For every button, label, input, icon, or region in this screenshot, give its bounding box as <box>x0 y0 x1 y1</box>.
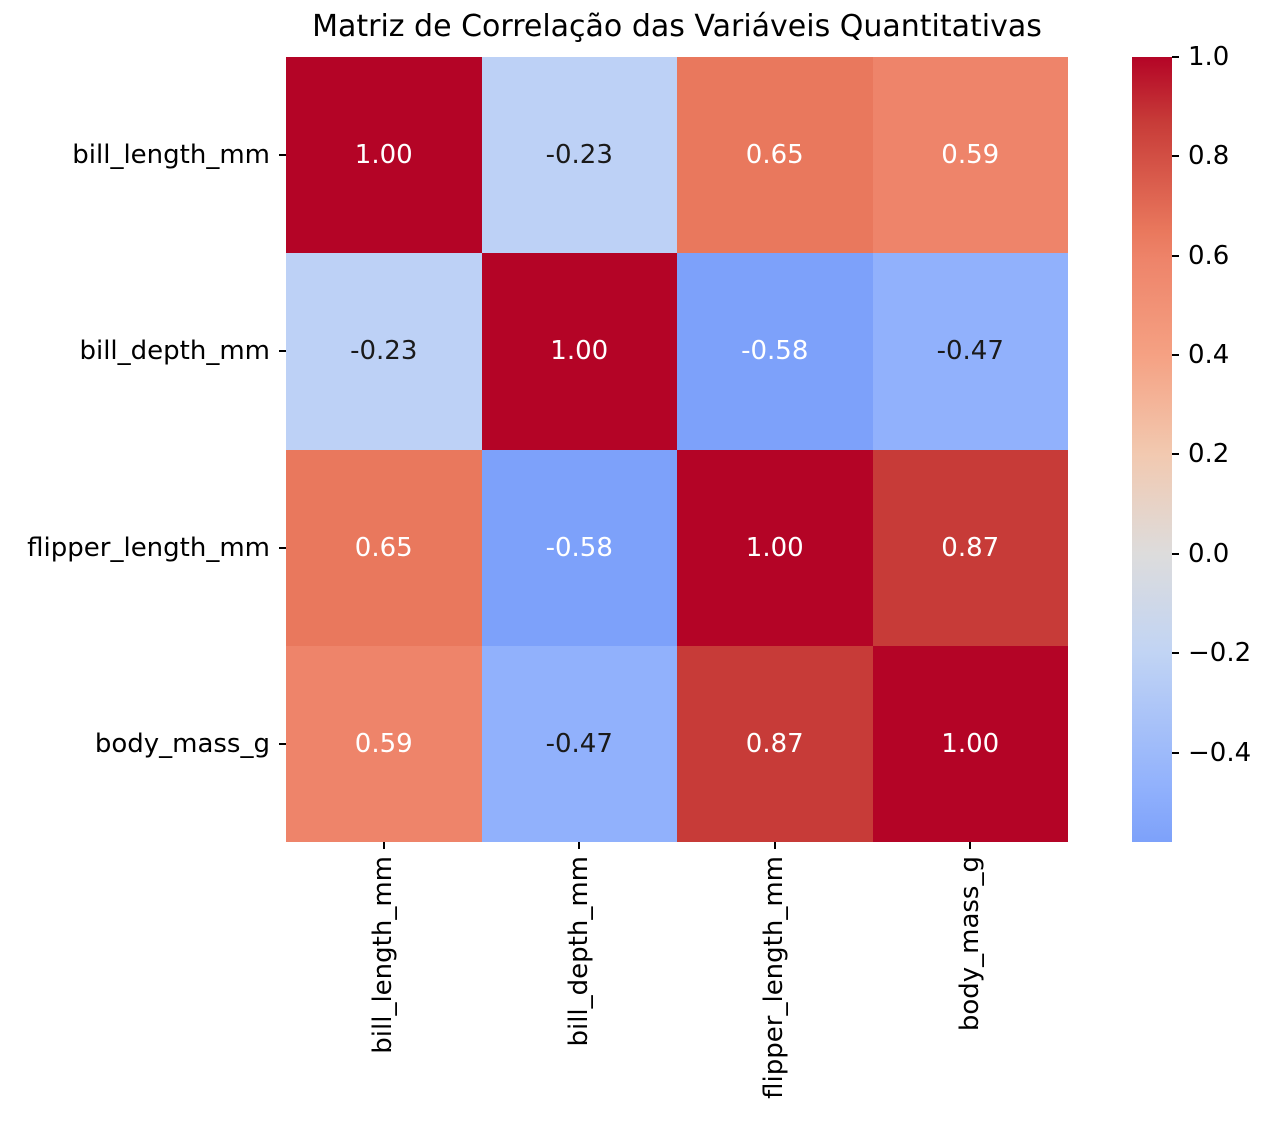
colorbar-tick-mark <box>1172 552 1179 555</box>
colorbar-tick-mark <box>1172 354 1179 357</box>
heatmap-cell-bill_length_mm-body_mass_g: 0.59 <box>872 57 1068 254</box>
y-tick-mark <box>279 350 286 353</box>
colorbar-tick-label--0.2: −0.2 <box>1188 638 1252 669</box>
heatmap-cell-flipper_length_mm-body_mass_g: 0.87 <box>872 449 1068 646</box>
y-tick-label-bill_depth_mm: bill_depth_mm <box>79 336 270 367</box>
heatmap-cell-flipper_length_mm-bill_depth_mm: -0.58 <box>481 449 677 646</box>
heatmap-cell-bill_depth_mm-flipper_length_mm: -0.58 <box>677 253 873 450</box>
colorbar-tick-mark <box>1172 155 1179 158</box>
heatmap-cell-bill_depth_mm-bill_length_mm: -0.23 <box>286 253 482 450</box>
heatmap-cell-flipper_length_mm-flipper_length_mm: 1.00 <box>677 449 873 646</box>
x-tick-label-bill_length_mm: bill_length_mm <box>368 856 399 1054</box>
colorbar-tick-label-1: 1.0 <box>1188 42 1230 72</box>
heatmap-cell-bill_length_mm-flipper_length_mm: 0.65 <box>677 57 873 254</box>
heatmap-cell-flipper_length_mm-bill_length_mm: 0.65 <box>286 449 482 646</box>
heatmap-cell-bill_length_mm-bill_depth_mm: -0.23 <box>481 57 677 254</box>
colorbar-gradient <box>1132 57 1172 842</box>
colorbar-tick-label-0.2: 0.2 <box>1188 439 1230 470</box>
colorbar-tick-label-0.6: 0.6 <box>1188 240 1230 271</box>
x-tick-mark <box>382 842 385 849</box>
heatmap-cell-body_mass_g-bill_length_mm: 0.59 <box>286 645 482 842</box>
x-tick-label-body_mass_g: body_mass_g <box>954 856 985 1032</box>
heatmap-grid: 1.00 -0.23 0.65 0.59 -0.23 1.00 -0.58 -0.47 0.65… <box>286 57 1068 842</box>
x-tick-label-flipper_length_mm: flipper_length_mm <box>759 856 790 1099</box>
y-tick-label-flipper_length_mm: flipper_length_mm <box>27 532 270 563</box>
chart-title: Matriz de Correlação das Variáveis Quant… <box>312 9 1042 44</box>
heatmap-cell-body_mass_g-bill_depth_mm: -0.47 <box>481 645 677 842</box>
y-tick-mark <box>279 154 286 157</box>
colorbar-tick-mark <box>1172 254 1179 257</box>
heatmap-cell-bill_depth_mm-body_mass_g: -0.47 <box>872 253 1068 450</box>
colorbar-tick-label-0.4: 0.4 <box>1188 340 1230 371</box>
colorbar-tick-mark <box>1172 751 1179 754</box>
colorbar-tick-mark <box>1172 652 1179 655</box>
heatmap-cell-bill_length_mm-bill_length_mm: 1.00 <box>286 57 482 254</box>
y-tick-label-bill_length_mm: bill_length_mm <box>72 140 270 171</box>
heatmap-cell-body_mass_g-body_mass_g: 1.00 <box>872 645 1068 842</box>
y-tick-label-body_mass_g: body_mass_g <box>94 728 270 759</box>
x-tick-mark <box>578 842 581 849</box>
colorbar-tick-label-0: 0.0 <box>1188 538 1230 569</box>
colorbar-tick-mark <box>1172 56 1179 58</box>
y-tick-mark <box>279 546 286 549</box>
y-tick-mark <box>279 742 286 745</box>
heatmap-cell-body_mass_g-flipper_length_mm: 0.87 <box>677 645 873 842</box>
colorbar-tick-label--0.4: −0.4 <box>1188 737 1252 768</box>
x-tick-mark <box>773 842 776 849</box>
x-tick-label-bill_depth_mm: bill_depth_mm <box>563 856 594 1047</box>
heatmap-cell-bill_depth_mm-bill_depth_mm: 1.00 <box>481 253 677 450</box>
colorbar-tick-label-0.8: 0.8 <box>1188 141 1230 172</box>
colorbar-tick-mark <box>1172 453 1179 456</box>
x-tick-mark <box>969 842 972 849</box>
